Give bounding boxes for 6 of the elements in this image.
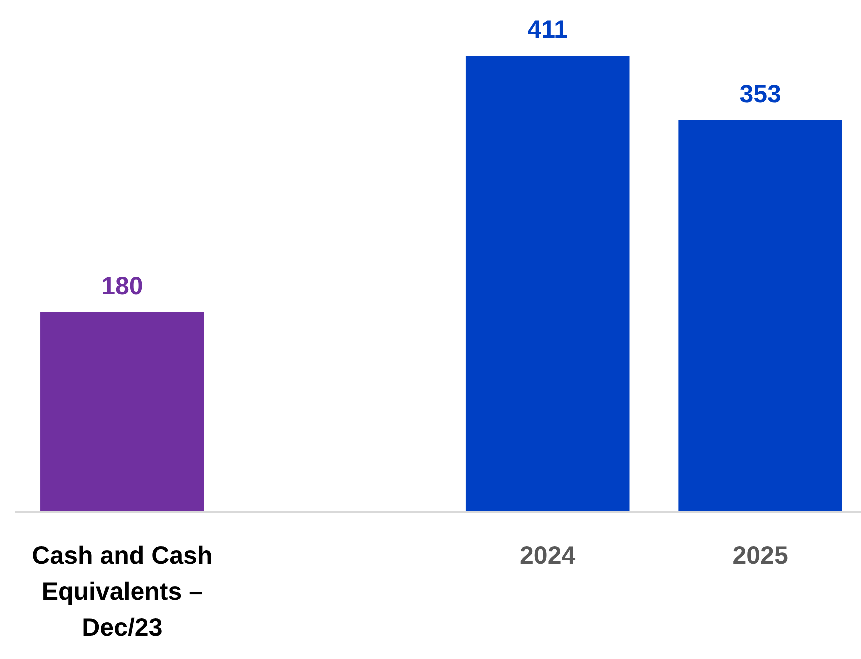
x-tick-label: Cash and Cash Equivalents – Dec/23 bbox=[32, 542, 213, 642]
data-label: 411 bbox=[528, 16, 568, 44]
data-label: 180 bbox=[102, 272, 144, 300]
x-tick-label: 2024 bbox=[520, 542, 576, 570]
x-tick-label: 2025 bbox=[732, 542, 788, 570]
data-label: 353 bbox=[740, 80, 782, 108]
